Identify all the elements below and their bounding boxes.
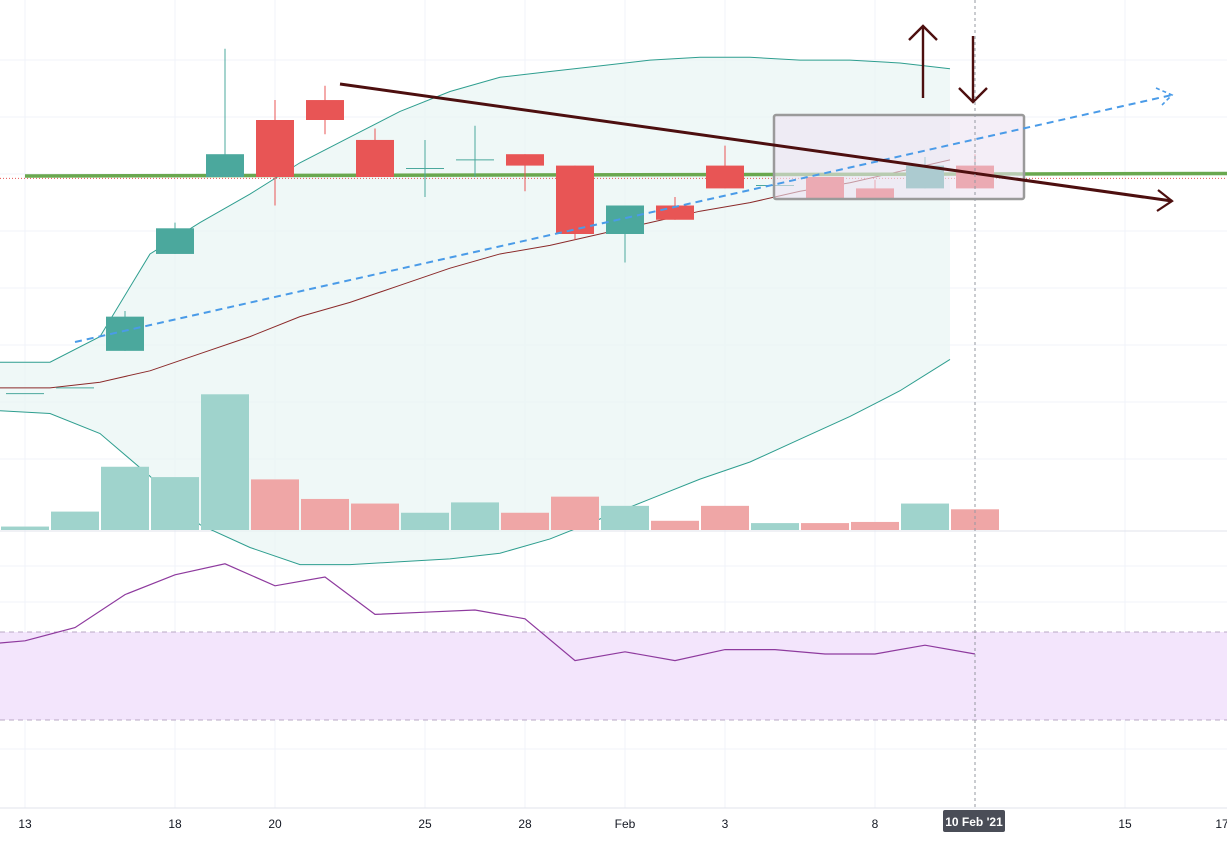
candle-body <box>256 120 294 177</box>
crosshair-date-badge <box>943 810 1005 832</box>
volume-bar <box>501 512 549 530</box>
candle-body <box>356 139 394 177</box>
dashed-trendline <box>74 94 1173 343</box>
crosshair-date-label: 10 Feb '21 <box>945 815 1003 829</box>
candle-body <box>306 100 344 120</box>
volume-bar <box>551 496 599 530</box>
descending-trendline <box>339 82 1173 203</box>
candle-body <box>506 154 544 166</box>
volume-bar <box>451 502 499 530</box>
volume-bar <box>951 509 999 530</box>
candle-body <box>606 205 644 234</box>
volume-bar <box>351 503 399 530</box>
oscillator-band-fill <box>0 632 1227 720</box>
descending-trendline-arrowhead <box>1156 189 1174 212</box>
x-axis-tick-label: 25 <box>418 817 432 831</box>
x-axis-tick-label: 13 <box>18 817 32 831</box>
oscillator-line <box>0 563 976 662</box>
candle-body <box>206 154 244 177</box>
volume-bar <box>751 523 799 530</box>
volume-bar <box>101 466 149 530</box>
volume-bar <box>601 505 649 530</box>
volume-bar <box>151 477 199 530</box>
candle-body <box>156 228 194 254</box>
x-axis-tick-label: 18 <box>168 817 182 831</box>
volume-bar <box>401 512 449 530</box>
oscillator-panel <box>0 563 1227 721</box>
x-axis-tick-label: 17 <box>1215 817 1227 831</box>
candle-body <box>556 165 594 234</box>
x-axis-tick-label: 3 <box>722 817 729 831</box>
x-axis-tick-label: 15 <box>1118 817 1132 831</box>
volume-bar <box>651 520 699 530</box>
x-axis-tick-label: 8 <box>872 817 879 831</box>
volume-bar <box>201 394 249 530</box>
candle-body <box>706 165 744 189</box>
volume-bars <box>1 394 999 530</box>
volume-bar <box>301 498 349 530</box>
volume-bar <box>851 521 899 530</box>
x-axis: 13 18 20 25 28 Feb 3 8 15 17 10 Feb '21 <box>0 0 1227 832</box>
volume-bar <box>1 526 49 530</box>
up-arrow-head <box>908 24 938 41</box>
x-axis-tick-label: 20 <box>268 817 282 831</box>
volume-bar <box>901 503 949 530</box>
down-arrow-head <box>958 87 988 104</box>
drawings <box>74 24 1174 343</box>
volume-bar <box>51 511 99 530</box>
volume-bar <box>701 505 749 530</box>
volume-bar <box>251 479 299 530</box>
support-level-line <box>24 171 1227 178</box>
x-axis-tick-label: Feb <box>615 817 636 831</box>
x-axis-tick-label: 28 <box>518 817 532 831</box>
dashed-trendline-arrowhead <box>1155 87 1174 106</box>
volume-bar <box>801 523 849 530</box>
